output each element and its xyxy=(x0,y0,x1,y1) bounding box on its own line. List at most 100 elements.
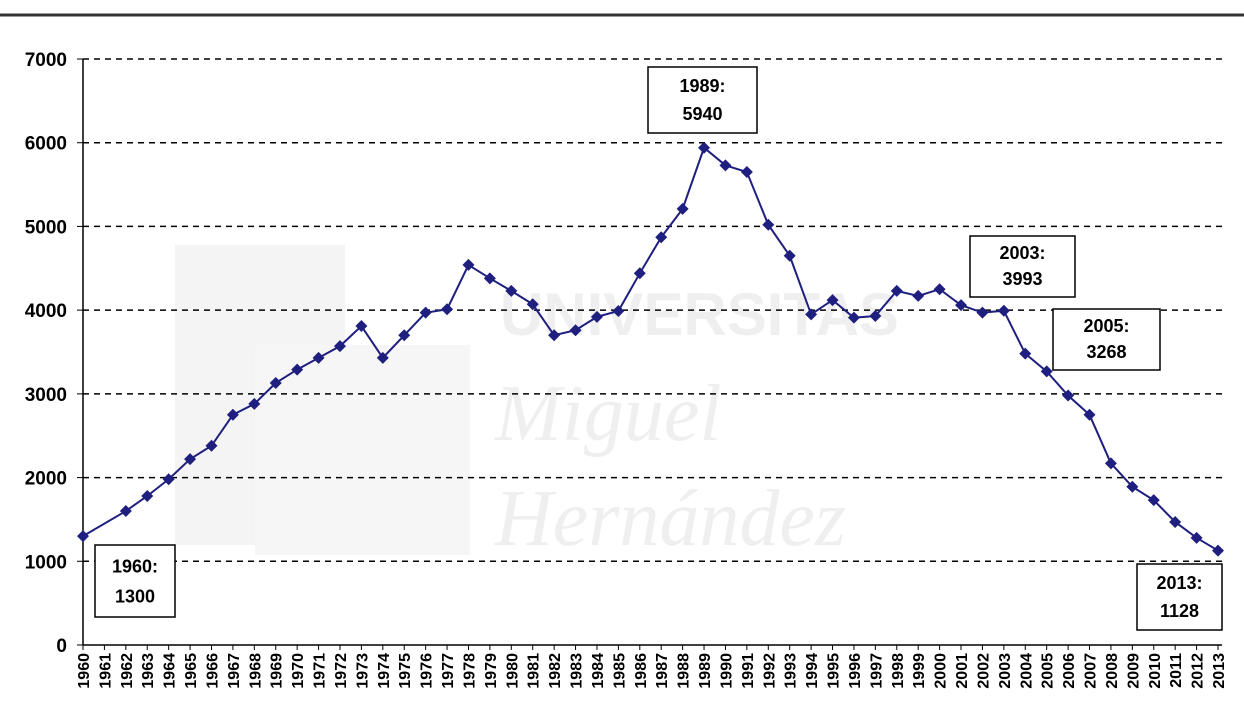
data-point xyxy=(719,159,732,172)
x-tick-label: 2012 xyxy=(1190,653,1207,689)
data-point xyxy=(676,202,689,215)
x-tick-label: 1979 xyxy=(483,653,500,689)
data-point xyxy=(1190,531,1203,544)
x-tick-label: 1986 xyxy=(633,653,650,689)
data-point xyxy=(1083,408,1096,421)
x-tick-label: 2004 xyxy=(1018,653,1035,689)
data-point xyxy=(355,320,368,333)
x-tick-label: 1982 xyxy=(547,653,564,689)
watermark-text: Miguel xyxy=(494,370,722,458)
annotation-text: 2005: xyxy=(1083,316,1129,336)
data-point xyxy=(890,284,903,297)
x-tick-label: 1972 xyxy=(333,653,350,689)
x-tick-label: 1966 xyxy=(204,653,221,689)
y-tick-label: 5000 xyxy=(25,217,67,238)
x-tick-label: 1968 xyxy=(247,653,264,689)
data-point xyxy=(333,340,346,353)
annotation-box xyxy=(1136,563,1223,631)
x-tick-label: 1980 xyxy=(504,653,521,689)
data-point xyxy=(783,249,796,262)
x-tick-label: 2001 xyxy=(954,653,971,689)
data-point xyxy=(205,439,218,452)
x-tick-label: 1977 xyxy=(440,653,457,689)
x-tick-label: 1960 xyxy=(76,653,93,689)
x-tick-label: 1969 xyxy=(269,653,286,689)
data-point xyxy=(184,453,197,466)
x-tick-label: 1970 xyxy=(290,653,307,689)
x-tick-label: 1965 xyxy=(183,653,200,689)
data-point xyxy=(976,306,989,319)
data-point xyxy=(826,294,839,307)
x-tick-label: 2010 xyxy=(1147,653,1164,689)
data-point xyxy=(612,304,625,317)
x-tick-label: 1963 xyxy=(140,653,157,689)
y-tick-label: 4000 xyxy=(25,301,67,322)
x-tick-label: 2003 xyxy=(997,653,1014,689)
x-tick-label: 1999 xyxy=(911,653,928,689)
x-tick-label: 2002 xyxy=(975,653,992,689)
x-tick-label: 1993 xyxy=(783,653,800,689)
x-tick-label: 1961 xyxy=(97,653,114,689)
annotation-box xyxy=(647,66,758,134)
watermark: UNIVERSITAS Miguel Hernández xyxy=(175,245,899,563)
data-point xyxy=(569,324,582,337)
x-tick-label: 1971 xyxy=(312,653,329,689)
annotation-box xyxy=(969,235,1076,298)
annotation-text: 2013: xyxy=(1156,573,1202,593)
x-tick-label: 1974 xyxy=(376,653,393,689)
watermark-text: Hernández xyxy=(494,475,846,563)
x-tick-label: 1976 xyxy=(419,653,436,689)
x-tick-label: 1995 xyxy=(826,653,843,689)
y-tick-label: 0 xyxy=(56,636,67,657)
x-tick-label: 1992 xyxy=(761,653,778,689)
x-tick-label: 1996 xyxy=(847,653,864,689)
annotation-text: 3268 xyxy=(1086,342,1126,362)
data-point xyxy=(912,289,925,302)
data-point xyxy=(483,272,496,285)
x-tick-label: 2007 xyxy=(1083,653,1100,689)
data-point xyxy=(248,397,261,410)
x-tick-label: 1984 xyxy=(590,653,607,689)
x-tick-label: 1983 xyxy=(569,653,586,689)
data-point xyxy=(1126,480,1139,493)
data-point xyxy=(655,231,668,244)
data-point xyxy=(933,283,946,296)
x-tick-label: 1967 xyxy=(226,653,243,689)
annotation-text: 2003: xyxy=(999,243,1045,263)
x-tick-label: 2011 xyxy=(1168,653,1185,688)
x-tick-label: 2009 xyxy=(1125,653,1142,689)
annotation-text: 3993 xyxy=(1002,269,1042,289)
data-point xyxy=(805,308,818,321)
data-point xyxy=(955,299,968,312)
data-point xyxy=(505,284,518,297)
y-tick-label: 3000 xyxy=(25,385,67,406)
data-point xyxy=(119,505,132,518)
watermark-logo xyxy=(255,345,470,555)
annotation-box xyxy=(1052,308,1161,371)
data-point xyxy=(1104,457,1117,470)
x-tick-label: 1973 xyxy=(354,653,371,689)
data-point xyxy=(1019,347,1032,360)
data-point xyxy=(269,376,282,389)
x-tick-label: 2005 xyxy=(1040,653,1057,689)
x-tick-label: 2006 xyxy=(1061,653,1078,689)
data-point xyxy=(740,166,753,179)
data-point xyxy=(1212,544,1224,557)
data-point xyxy=(419,306,432,319)
data-point xyxy=(462,258,475,271)
data-point xyxy=(997,304,1010,317)
annotation-text: 1128 xyxy=(1160,601,1199,621)
y-tick-label: 7000 xyxy=(25,50,67,71)
data-point xyxy=(847,311,860,324)
data-point xyxy=(291,363,304,376)
annotation-text: 1989: xyxy=(679,76,725,96)
x-tick-label: 1994 xyxy=(804,653,821,689)
x-tick-label: 1989 xyxy=(697,653,714,689)
data-point xyxy=(398,329,411,342)
y-tick-label: 1000 xyxy=(25,552,67,573)
annotation-text: 1960: xyxy=(112,556,158,576)
y-tick-label: 6000 xyxy=(25,134,67,155)
y-tick-label: 2000 xyxy=(25,469,67,490)
data-point xyxy=(312,351,325,364)
